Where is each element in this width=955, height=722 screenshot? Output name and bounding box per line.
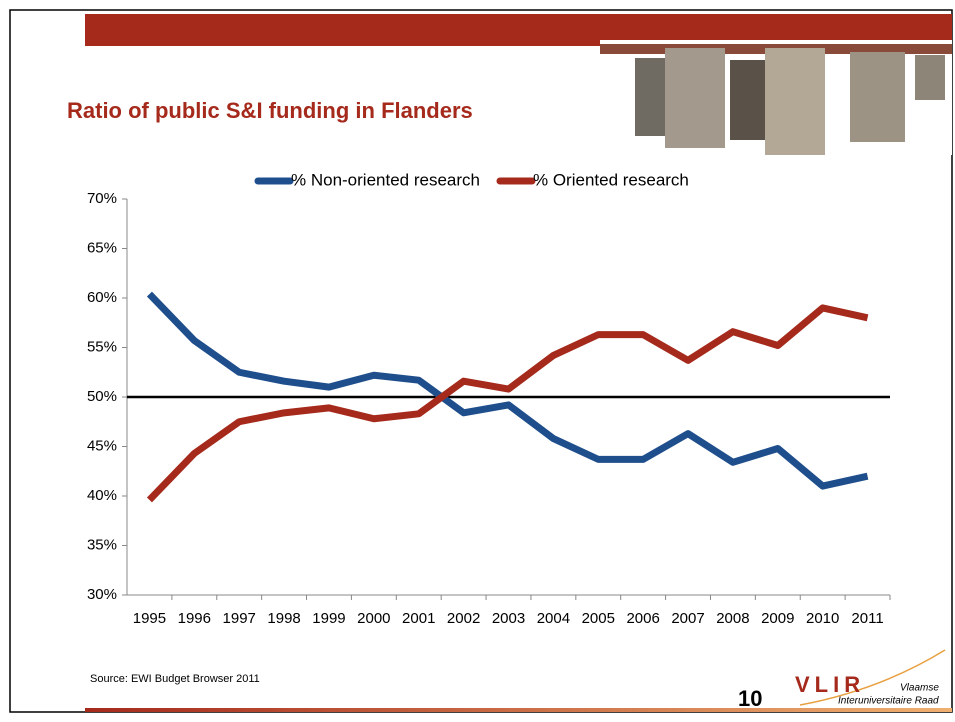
x-tick-label: 2001 xyxy=(402,610,435,627)
y-tick-label: 65% xyxy=(87,239,117,256)
y-tick-label: 35% xyxy=(87,536,117,553)
y-tick-label: 50% xyxy=(87,388,117,405)
x-tick-label: 2008 xyxy=(716,610,749,627)
x-tick-label: 2003 xyxy=(492,610,525,627)
logo-text: Interuniversitaire Raad xyxy=(838,696,939,707)
x-tick-label: 1996 xyxy=(178,610,211,627)
legend-label: % Non-oriented research xyxy=(291,170,480,189)
x-tick-label: 2004 xyxy=(537,610,570,627)
x-tick-label: 1998 xyxy=(267,610,300,627)
y-tick-label: 70% xyxy=(87,190,117,207)
x-tick-label: 1995 xyxy=(133,610,166,627)
y-tick-label: 40% xyxy=(87,487,117,504)
header-image xyxy=(600,40,952,155)
x-tick-label: 2007 xyxy=(671,610,704,627)
x-tick-label: 2002 xyxy=(447,610,480,627)
x-tick-label: 2006 xyxy=(626,610,659,627)
logo: VLIR Vlaamse Interuniversitaire Raad xyxy=(795,649,946,707)
x-tick-label: 2011 xyxy=(851,610,883,627)
series-line xyxy=(146,291,869,490)
x-tick-label: 1997 xyxy=(223,610,256,627)
x-tick-label: 2000 xyxy=(357,610,390,627)
x-tick-label: 2009 xyxy=(761,610,794,627)
x-tick-label: 2010 xyxy=(806,610,839,627)
x-tick-label: 1999 xyxy=(312,610,345,627)
source-note: Source: EWI Budget Browser 2011 xyxy=(90,673,260,685)
y-tick-label: 45% xyxy=(87,437,117,454)
series-line xyxy=(146,304,869,503)
page-number: 10 xyxy=(738,686,762,711)
y-tick-label: 55% xyxy=(87,338,117,355)
footer-bar xyxy=(85,708,952,712)
legend-label: % Oriented research xyxy=(533,170,689,189)
logo-mark: VLIR xyxy=(795,672,865,697)
y-tick-label: 60% xyxy=(87,289,117,306)
chart-title: Ratio of public S&I funding in Flanders xyxy=(67,98,473,123)
logo-text: Vlaamse xyxy=(900,683,939,694)
y-tick-label: 30% xyxy=(87,586,117,603)
x-tick-label: 2005 xyxy=(582,610,615,627)
